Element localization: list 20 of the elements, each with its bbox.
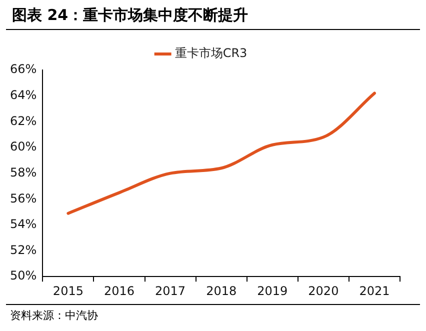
y-tick-label: 56% <box>10 191 37 206</box>
y-tick-label: 60% <box>10 140 37 154</box>
x-tick-label: 2019 <box>257 284 288 298</box>
x-tick-label: 2018 <box>206 284 237 298</box>
text: 资料来源：中汽协 <box>10 308 99 323</box>
y-tick-label: 50% <box>10 268 37 283</box>
y-tick-label: 64% <box>10 88 37 102</box>
y-tick-label: 52% <box>10 242 37 257</box>
x-tick-label: 2016 <box>104 284 135 298</box>
y-tick-label: 54% <box>10 217 37 232</box>
y-tick-label: 66% <box>10 62 37 76</box>
line-series <box>66 92 376 215</box>
x-tick-label: 2020 <box>308 284 339 298</box>
y-tick-label: 58% <box>10 165 37 180</box>
legend-label: 重卡市场CR3 <box>174 46 248 60</box>
x-tick-label: 2017 <box>155 284 186 298</box>
chart-title: 图表 24：重卡市场集中度不断提升 <box>6 0 420 30</box>
x-tick-label: 2021 <box>359 284 390 298</box>
y-tick-label: 62% <box>10 114 37 128</box>
x-tick-label: 2015 <box>52 284 84 298</box>
